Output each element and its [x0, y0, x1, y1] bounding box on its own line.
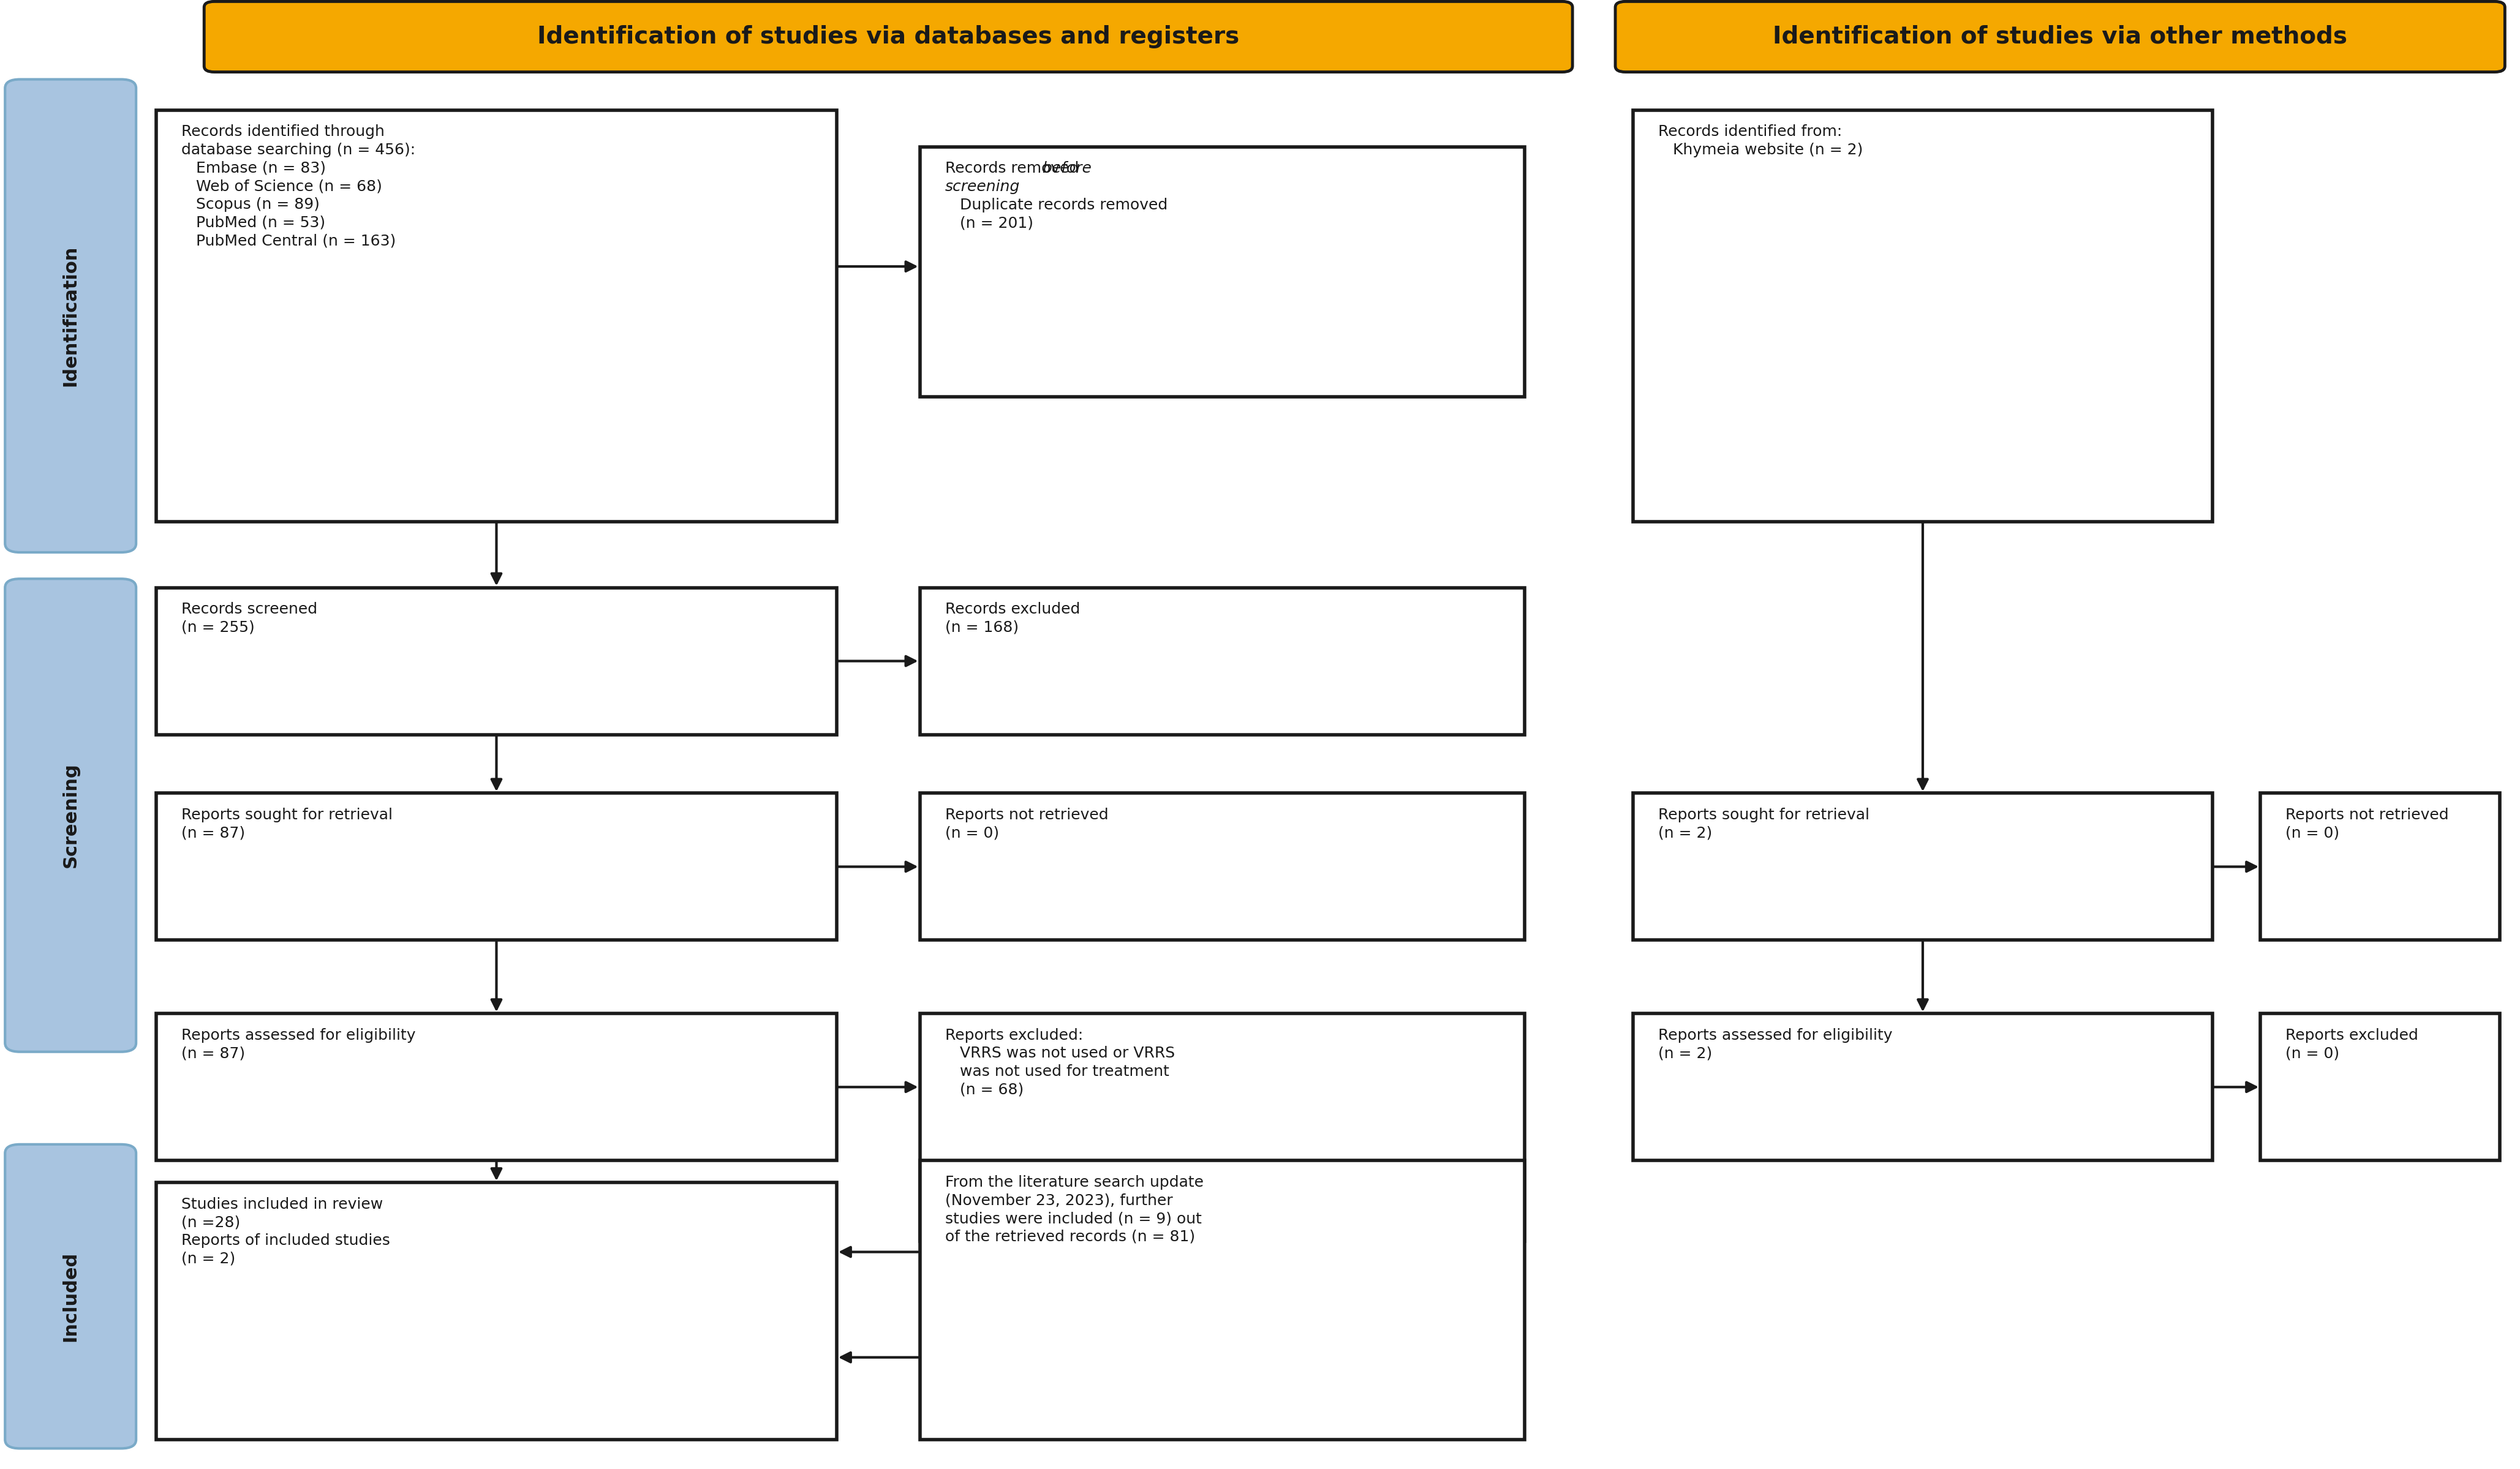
Text: Identification of studies via other methods: Identification of studies via other meth…	[1772, 25, 2349, 48]
Text: Embase (n = 83): Embase (n = 83)	[181, 162, 325, 176]
Text: (n = 0): (n = 0)	[945, 826, 998, 840]
Text: database searching (n = 456):: database searching (n = 456):	[181, 142, 416, 157]
Text: Reports sought for retrieval: Reports sought for retrieval	[1658, 808, 1870, 823]
FancyBboxPatch shape	[920, 1014, 1525, 1241]
Text: Screening: Screening	[60, 762, 81, 868]
Text: Identification: Identification	[60, 245, 81, 386]
Text: of the retrieved records (n = 81): of the retrieved records (n = 81)	[945, 1230, 1194, 1244]
Text: Reports sought for retrieval: Reports sought for retrieval	[181, 808, 393, 823]
FancyBboxPatch shape	[156, 1014, 837, 1161]
Text: (n = 255): (n = 255)	[181, 620, 255, 635]
Text: Reports assessed for eligibility: Reports assessed for eligibility	[181, 1028, 416, 1043]
FancyBboxPatch shape	[5, 1144, 136, 1448]
Text: studies were included (n = 9) out: studies were included (n = 9) out	[945, 1212, 1202, 1227]
FancyBboxPatch shape	[2260, 1014, 2500, 1161]
FancyBboxPatch shape	[920, 588, 1525, 734]
Text: (n = 0): (n = 0)	[2286, 1046, 2339, 1061]
Text: (n = 87): (n = 87)	[181, 1046, 244, 1061]
FancyBboxPatch shape	[156, 1183, 837, 1440]
FancyBboxPatch shape	[920, 147, 1525, 397]
Text: Reports excluded: Reports excluded	[2286, 1028, 2419, 1043]
Text: Reports not retrieved: Reports not retrieved	[945, 808, 1109, 823]
Text: Records removed: Records removed	[945, 162, 1084, 176]
Text: Reports of included studies: Reports of included studies	[181, 1234, 391, 1249]
Text: (n = 2): (n = 2)	[1658, 1046, 1711, 1061]
Text: (n = 201): (n = 201)	[945, 216, 1033, 231]
Text: Khymeia website (n = 2): Khymeia website (n = 2)	[1658, 142, 1862, 157]
Text: (n = 0): (n = 0)	[2286, 826, 2339, 840]
Text: Web of Science (n = 68): Web of Science (n = 68)	[181, 179, 383, 194]
FancyBboxPatch shape	[1615, 1, 2505, 72]
Text: Records excluded: Records excluded	[945, 602, 1081, 617]
Text: Records identified through: Records identified through	[181, 125, 386, 140]
FancyBboxPatch shape	[920, 1161, 1525, 1440]
Text: (n = 2): (n = 2)	[1658, 826, 1711, 840]
Text: PubMed (n = 53): PubMed (n = 53)	[181, 216, 325, 231]
FancyBboxPatch shape	[5, 79, 136, 552]
Text: before: before	[1043, 162, 1091, 176]
FancyBboxPatch shape	[2260, 793, 2500, 940]
Text: Studies included in review: Studies included in review	[181, 1197, 383, 1212]
Text: From the literature search update: From the literature search update	[945, 1175, 1205, 1190]
Text: (n = 168): (n = 168)	[945, 620, 1018, 635]
Text: Records screened: Records screened	[181, 602, 318, 617]
Text: Duplicate records removed: Duplicate records removed	[945, 198, 1167, 213]
Text: PubMed Central (n = 163): PubMed Central (n = 163)	[181, 234, 396, 248]
Text: (n =28): (n =28)	[181, 1215, 239, 1230]
FancyBboxPatch shape	[1633, 1014, 2213, 1161]
FancyBboxPatch shape	[1633, 110, 2213, 521]
Text: Scopus (n = 89): Scopus (n = 89)	[181, 197, 320, 212]
Text: screening: screening	[945, 179, 1021, 194]
Text: Included: Included	[60, 1252, 81, 1341]
FancyBboxPatch shape	[920, 793, 1525, 940]
FancyBboxPatch shape	[5, 579, 136, 1052]
Text: (n = 68): (n = 68)	[945, 1083, 1023, 1097]
Text: (n = 2): (n = 2)	[181, 1252, 234, 1266]
FancyBboxPatch shape	[156, 793, 837, 940]
FancyBboxPatch shape	[204, 1, 1572, 72]
Text: was not used for treatment: was not used for treatment	[945, 1065, 1169, 1080]
Text: VRRS was not used or VRRS: VRRS was not used or VRRS	[945, 1046, 1174, 1061]
FancyBboxPatch shape	[156, 110, 837, 521]
Text: Reports excluded:: Reports excluded:	[945, 1028, 1084, 1043]
Text: Records identified from:: Records identified from:	[1658, 125, 1842, 140]
FancyBboxPatch shape	[156, 588, 837, 734]
Text: (n = 87): (n = 87)	[181, 826, 244, 840]
Text: Reports assessed for eligibility: Reports assessed for eligibility	[1658, 1028, 1893, 1043]
FancyBboxPatch shape	[1633, 793, 2213, 940]
Text: (November 23, 2023), further: (November 23, 2023), further	[945, 1193, 1172, 1208]
Text: Identification of studies via databases and registers: Identification of studies via databases …	[537, 25, 1240, 48]
Text: Reports not retrieved: Reports not retrieved	[2286, 808, 2449, 823]
Text: :: :	[1000, 179, 1005, 194]
